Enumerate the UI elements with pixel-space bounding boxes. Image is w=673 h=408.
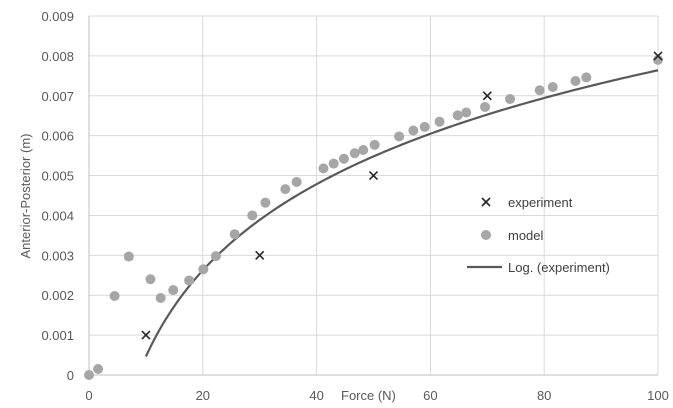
model-point xyxy=(534,85,545,96)
model-point xyxy=(318,163,329,174)
model-series xyxy=(84,54,663,380)
model-point xyxy=(229,229,240,240)
trendline xyxy=(144,69,659,357)
model-point xyxy=(198,264,209,275)
y-tick-label: 0.004 xyxy=(41,208,74,223)
model-point xyxy=(123,251,134,262)
y-tick-label: 0.003 xyxy=(41,248,74,263)
model-point xyxy=(480,101,491,112)
experiment-point xyxy=(141,330,151,340)
experiment-point xyxy=(368,170,379,181)
model-point xyxy=(349,148,360,159)
experiment-point-stroke xyxy=(482,91,492,101)
model-point xyxy=(184,275,195,286)
model-point xyxy=(291,176,302,187)
model-point xyxy=(280,184,291,195)
model-point xyxy=(145,274,156,285)
model-point xyxy=(505,93,516,104)
y-tick-label: 0.006 xyxy=(41,129,74,144)
x-tick-label: 40 xyxy=(309,388,323,403)
model-point xyxy=(369,139,380,150)
model-point xyxy=(547,82,558,93)
model-point xyxy=(93,364,104,375)
model-point xyxy=(452,110,463,121)
legend-marker-model xyxy=(481,230,491,240)
model-point xyxy=(434,116,445,127)
model-point xyxy=(260,197,271,208)
model-point xyxy=(419,121,430,132)
model-point xyxy=(461,107,472,118)
model-point xyxy=(247,210,258,221)
y-tick-label: 0.007 xyxy=(41,89,74,104)
grid-lines xyxy=(88,15,659,376)
experiment-point-stroke xyxy=(368,170,379,181)
x-tick-label: 100 xyxy=(647,388,669,403)
model-point xyxy=(581,72,592,83)
legend-marker-experiment xyxy=(481,197,491,207)
y-tick-label: 0.008 xyxy=(41,49,74,64)
experiment-point-stroke xyxy=(255,250,265,260)
experiment-point xyxy=(653,51,663,61)
y-tick-label: 0 xyxy=(67,368,74,383)
legend-label-model: model xyxy=(508,228,544,243)
x-tick-label: 60 xyxy=(423,388,437,403)
model-point xyxy=(168,285,179,296)
experiment-point xyxy=(482,91,492,101)
x-axis-ticks: 0 20 40 60 80 100 xyxy=(85,388,668,403)
experiment-point xyxy=(255,250,265,260)
x-tick-label: 20 xyxy=(196,388,210,403)
model-point xyxy=(328,158,339,169)
model-point xyxy=(338,153,349,164)
model-point xyxy=(394,131,405,142)
legend: experiment model Log. (experiment) xyxy=(467,195,610,275)
y-tick-label: 0.001 xyxy=(41,328,74,343)
y-axis-ticks: 0 0.001 0.002 0.003 0.004 0.005 0.006 0.007 0.00… xyxy=(41,9,74,383)
experiment-point-stroke xyxy=(141,330,151,340)
model-point xyxy=(155,293,166,304)
experiment-series xyxy=(141,51,663,340)
y-axis-title: Anterior-Posterior (m) xyxy=(18,134,33,259)
x-axis-title-backdrop xyxy=(336,384,406,404)
model-point xyxy=(358,145,369,156)
legend-label-trendline: Log. (experiment) xyxy=(508,260,610,275)
model-point xyxy=(210,251,221,262)
legend-marker-stroke xyxy=(481,197,491,207)
trendline-series xyxy=(144,69,659,357)
y-tick-label: 0.009 xyxy=(41,9,74,24)
x-axis-title: Force (N) xyxy=(341,388,396,403)
y-tick-label: 0.005 xyxy=(41,169,74,184)
axis-lines xyxy=(88,16,658,376)
model-point xyxy=(84,370,94,380)
legend-label-experiment: experiment xyxy=(508,195,573,210)
model-point xyxy=(408,125,419,136)
x-tick-label: 0 xyxy=(85,388,92,403)
x-tick-label: 80 xyxy=(537,388,551,403)
y-tick-label: 0.002 xyxy=(41,288,74,303)
experiment-point-stroke xyxy=(653,51,663,61)
model-point xyxy=(570,76,581,87)
model-point xyxy=(109,291,120,302)
